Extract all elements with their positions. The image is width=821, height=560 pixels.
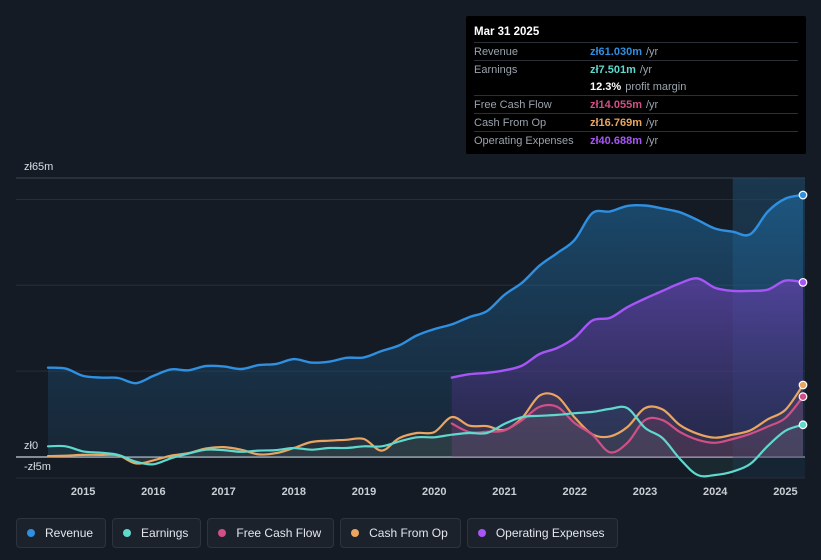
earnings-line (46, 405, 805, 478)
x-tick-label: 2020 (422, 486, 446, 498)
tooltip-value: zł16.769m (590, 116, 642, 129)
y-axis-label-zero: zł0 (24, 440, 38, 452)
operating-expenses-dot-icon (477, 529, 486, 537)
legend-item-free-cash-flow[interactable]: Free Cash Flow (207, 518, 335, 548)
tooltip-row-fcf: Free Cash Flow zł14.055m /yr (474, 95, 798, 113)
tooltip-row-revenue: Revenue zł61.030m /yr (474, 42, 798, 60)
y-axis-label-bottom: -zł5m (24, 461, 51, 473)
x-tick-label: 2017 (211, 486, 235, 498)
cash-from-op-area (48, 385, 803, 464)
free-cash-flow-line (450, 395, 805, 454)
legend-item-revenue[interactable]: Revenue (16, 518, 107, 548)
x-tick-label: 2019 (352, 486, 376, 498)
revenue-line (46, 193, 805, 385)
tooltip-value: zł61.030m (590, 45, 642, 58)
legend-label: Revenue (45, 526, 94, 540)
revenue-end-point (798, 190, 808, 200)
tooltip-unit: /yr (639, 63, 653, 76)
earnings-dot-icon (123, 529, 132, 537)
tooltip-value: zł14.055m (590, 98, 642, 111)
tooltip-label: Revenue (474, 45, 519, 58)
x-tick-label: 2022 (563, 486, 587, 498)
tooltip-row-cfo: Cash From Op zł16.769m /yr (474, 113, 798, 131)
x-tick-label: 2023 (633, 486, 657, 498)
operating-expenses-end-point (798, 277, 808, 287)
x-tick-label: 2024 (703, 486, 728, 498)
y-axis-label-top: zł65m (24, 161, 53, 173)
legend-item-operating-expenses[interactable]: Operating Expenses (466, 518, 618, 548)
x-tick-label: 2016 (141, 486, 165, 498)
earnings-end-point (798, 420, 808, 430)
legend-label: Cash From Op (369, 526, 448, 540)
tooltip-date: Mar 31 2025 (474, 26, 540, 38)
tooltip-unit: /yr (645, 134, 659, 147)
tooltip-label: Free Cash Flow (474, 98, 552, 111)
x-tick-label: 2018 (282, 486, 306, 498)
revenue-dot-icon (27, 529, 35, 537)
tooltip: Mar 31 2025 Revenue zł61.030m /yr Earnin… (466, 16, 806, 154)
tooltip-label: Operating Expenses (474, 134, 574, 147)
tooltip-label: Cash From Op (474, 116, 547, 129)
tooltip-unit: /yr (645, 98, 659, 111)
operating-expenses-line (450, 277, 805, 379)
legend: Revenue Earnings Free Cash Flow Cash Fro… (16, 518, 618, 548)
free-cash-flow-dot-icon (218, 529, 227, 537)
tooltip-value: 12.3% (590, 80, 622, 93)
operating-expenses-area (451, 278, 803, 457)
x-tick-label: 2025 (773, 486, 797, 498)
tooltip-row-margin: 12.3% profit margin (474, 78, 798, 95)
tooltip-value: zł40.688m (590, 134, 642, 147)
legend-label: Operating Expenses (495, 526, 605, 540)
legend-item-earnings[interactable]: Earnings (112, 518, 202, 548)
tooltip-unit: profit margin (625, 80, 687, 93)
x-tick-label: 2021 (492, 486, 516, 498)
tooltip-row-earnings: Earnings zł7.501m /yr (474, 60, 798, 78)
tooltip-label: Earnings (474, 63, 518, 76)
cash-from-op-line (46, 383, 805, 465)
free-cash-flow-end-point (798, 392, 808, 402)
tooltip-unit: /yr (645, 116, 659, 129)
tooltip-row-opex: Operating Expenses zł40.688m /yr (474, 131, 798, 149)
earnings-area (48, 406, 803, 477)
tooltip-unit: /yr (645, 45, 659, 58)
x-tick-label: 2015 (71, 486, 95, 498)
legend-label: Free Cash Flow (236, 526, 322, 540)
tooltip-value: zł7.501m (590, 63, 636, 76)
cash-from-op-end-point (798, 380, 808, 390)
legend-item-cash-from-op[interactable]: Cash From Op (340, 518, 461, 548)
legend-label: Earnings (141, 526, 189, 540)
free-cash-flow-area (451, 396, 803, 457)
cash-from-op-dot-icon (351, 529, 360, 537)
